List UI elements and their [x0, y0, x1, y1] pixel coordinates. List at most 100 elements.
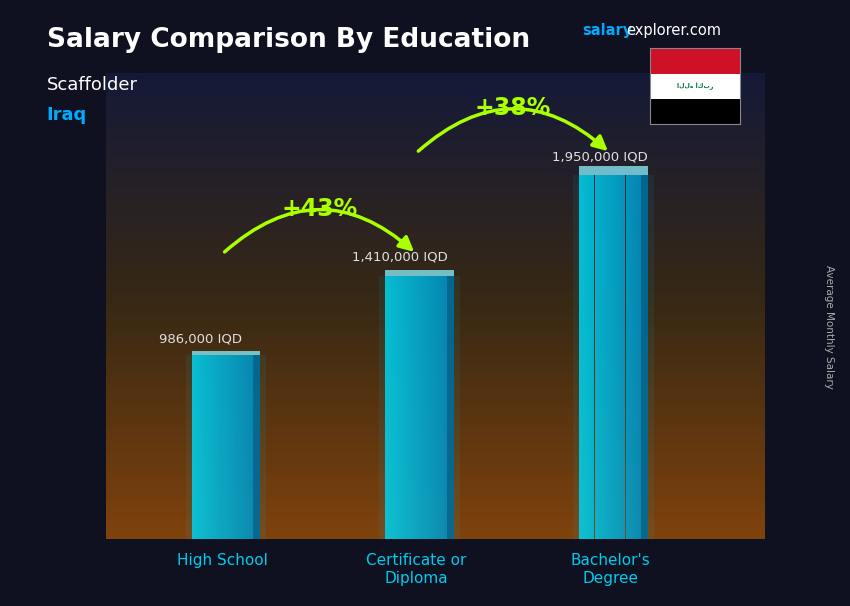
Text: Scaffolder: Scaffolder — [47, 76, 138, 94]
Bar — [632, 175, 634, 539]
Bar — [581, 175, 582, 539]
Bar — [609, 175, 610, 539]
Bar — [621, 175, 622, 539]
Text: explorer.com: explorer.com — [626, 23, 722, 38]
Bar — [439, 276, 440, 539]
Bar — [413, 276, 414, 539]
Bar — [615, 175, 616, 539]
Bar — [616, 175, 617, 539]
Bar — [234, 355, 235, 539]
Bar — [393, 276, 394, 539]
Bar — [611, 175, 612, 539]
Bar — [394, 276, 395, 539]
Bar — [237, 355, 238, 539]
Text: salary: salary — [582, 23, 632, 38]
Bar — [438, 276, 439, 539]
Bar — [224, 355, 225, 539]
Bar — [650, 48, 740, 74]
Bar — [431, 276, 432, 539]
Bar — [588, 175, 589, 539]
Bar — [244, 355, 246, 539]
Bar — [440, 276, 441, 539]
Bar — [208, 355, 209, 539]
Bar — [630, 175, 631, 539]
Bar — [604, 175, 605, 539]
Text: 986,000 IQD: 986,000 IQD — [159, 333, 241, 345]
Bar — [594, 175, 596, 539]
Bar — [399, 276, 400, 539]
Bar — [612, 175, 613, 539]
Bar — [220, 355, 222, 539]
Bar — [225, 355, 227, 539]
Bar — [196, 355, 198, 539]
Bar — [629, 175, 630, 539]
Bar — [602, 175, 603, 539]
Bar — [637, 175, 638, 539]
Bar — [636, 175, 637, 539]
Bar — [403, 276, 404, 539]
Bar — [627, 175, 629, 539]
Bar — [421, 276, 422, 539]
Text: 1,410,000 IQD: 1,410,000 IQD — [352, 250, 448, 264]
Bar — [212, 355, 213, 539]
Bar — [198, 355, 199, 539]
Bar — [613, 175, 615, 539]
Bar — [193, 355, 194, 539]
Bar — [620, 175, 621, 539]
Bar — [635, 175, 636, 539]
Bar — [639, 175, 640, 539]
Bar — [589, 175, 591, 539]
Bar — [436, 276, 437, 539]
Bar — [236, 355, 237, 539]
Bar — [215, 355, 216, 539]
Bar — [593, 175, 594, 539]
Bar — [585, 175, 586, 539]
Bar — [411, 276, 412, 539]
Bar — [218, 355, 219, 539]
Bar — [430, 276, 431, 539]
Bar — [640, 175, 641, 539]
Text: Average Monthly Salary: Average Monthly Salary — [824, 265, 834, 389]
Bar — [408, 276, 409, 539]
Bar — [252, 355, 253, 539]
Bar — [422, 276, 423, 539]
Bar — [195, 355, 196, 539]
Bar — [597, 175, 598, 539]
Bar — [625, 175, 626, 539]
Bar — [207, 355, 208, 539]
Bar — [447, 276, 454, 539]
Bar — [210, 355, 211, 539]
Bar — [222, 355, 223, 539]
Bar — [650, 99, 740, 124]
Bar — [398, 276, 399, 539]
Bar — [228, 355, 229, 539]
Bar — [622, 175, 623, 539]
Bar — [201, 355, 203, 539]
Bar — [441, 276, 442, 539]
Bar — [203, 355, 204, 539]
Bar — [586, 175, 587, 539]
Bar — [631, 175, 632, 539]
Bar — [610, 175, 611, 539]
Bar — [617, 175, 618, 539]
Bar — [419, 276, 421, 539]
Bar — [638, 175, 639, 539]
Bar — [415, 276, 416, 539]
Bar — [199, 355, 200, 539]
Bar — [435, 276, 436, 539]
Bar — [194, 355, 195, 539]
Bar — [392, 276, 393, 539]
Bar — [206, 355, 207, 539]
Bar — [219, 355, 220, 539]
Bar — [584, 175, 585, 539]
Bar — [634, 175, 635, 539]
Bar — [405, 276, 406, 539]
Bar — [591, 175, 592, 539]
Bar — [426, 276, 427, 539]
Bar — [209, 355, 210, 539]
Bar — [229, 355, 230, 539]
Text: +43%: +43% — [281, 197, 358, 221]
Bar — [249, 355, 251, 539]
Bar — [443, 276, 445, 539]
Bar — [242, 355, 243, 539]
